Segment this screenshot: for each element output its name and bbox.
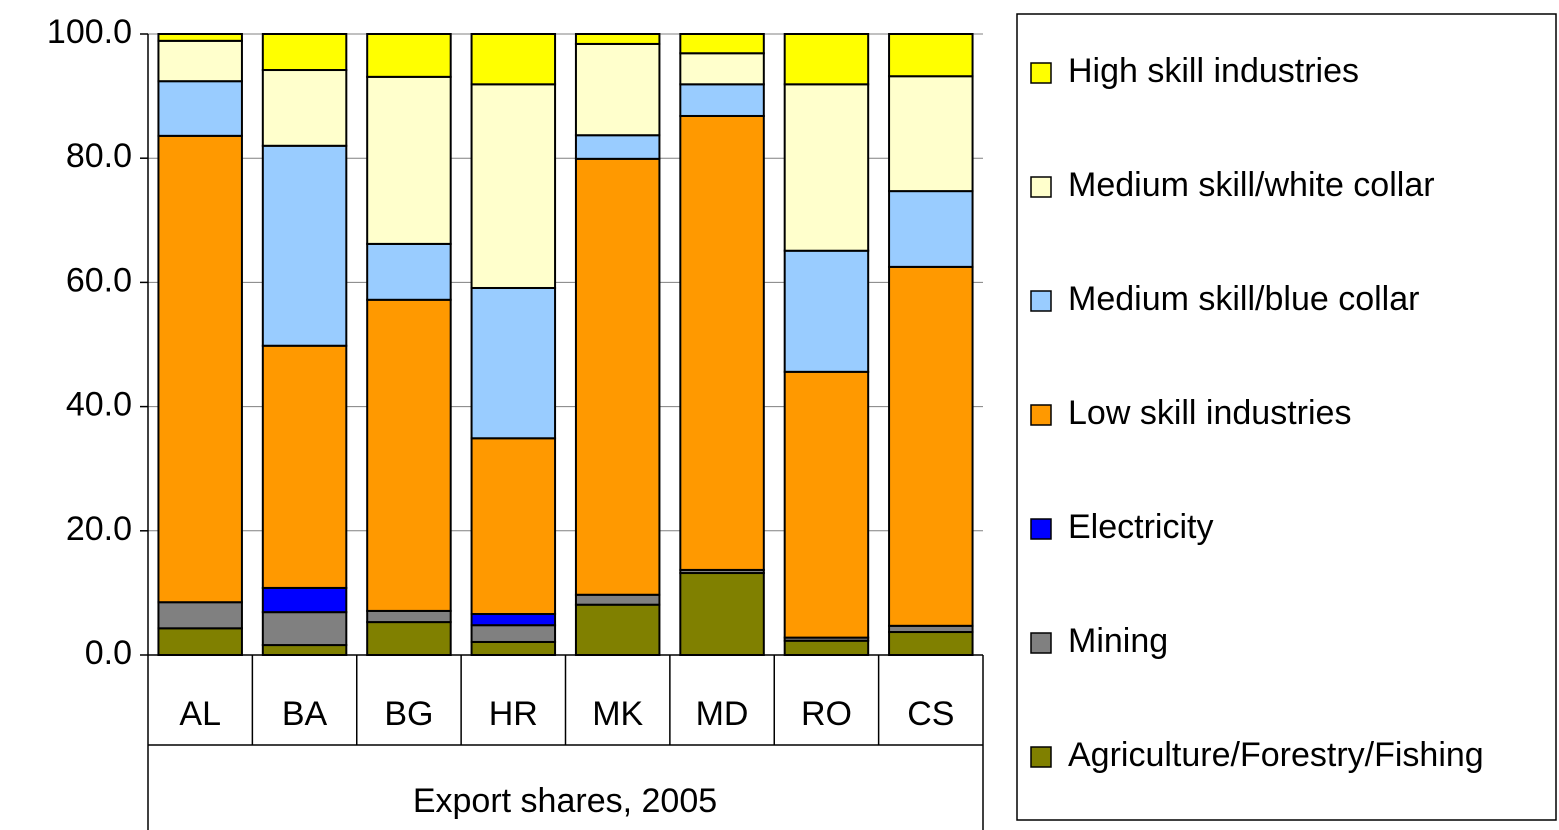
bar-segment [470, 624, 557, 643]
bar-segment [366, 621, 452, 656]
bar-segment [679, 114, 765, 571]
legend-swatch [1030, 632, 1052, 654]
legend-swatch [1030, 62, 1052, 84]
legend-label: Electricity [1068, 508, 1213, 546]
y-tick-label: 20.0 [66, 510, 132, 548]
bar-segment [157, 80, 243, 137]
legend-label: Medium skill/white collar [1068, 166, 1435, 204]
legend-label: Medium skill/blue collar [1068, 280, 1419, 318]
bar-segment [574, 33, 661, 45]
y-tick-label: 0.0 [85, 634, 132, 672]
bar-segment [783, 249, 870, 373]
bar-segment [366, 33, 452, 78]
bar-segment [366, 75, 452, 245]
legend-swatch [1030, 746, 1052, 768]
bar-segment [888, 265, 974, 627]
y-tick-label: 40.0 [66, 386, 132, 424]
x-axis-label: Export shares, 2005 [413, 782, 717, 820]
x-tick-label: AL [179, 695, 221, 733]
bar-segment [366, 298, 452, 612]
bar-segment [679, 572, 765, 657]
x-tick-label: BG [384, 695, 433, 733]
bar-segment [574, 42, 661, 137]
legend-label: High skill industries [1068, 52, 1359, 90]
bar-segment [157, 39, 243, 83]
bar-segment [574, 157, 661, 596]
legend-label: Mining [1068, 622, 1168, 660]
bar-segment [157, 134, 243, 604]
legend-swatch [1030, 290, 1052, 312]
bar-segment [783, 370, 870, 639]
bar-segment [261, 644, 348, 657]
bar-segment [888, 75, 974, 193]
bar-segment [470, 437, 557, 616]
bar-segment [470, 286, 557, 440]
bar-segment [470, 613, 557, 627]
bar-segment [157, 627, 243, 656]
y-tick-label: 60.0 [66, 261, 132, 299]
y-tick-label: 80.0 [66, 137, 132, 175]
legend-box [1016, 13, 1557, 821]
bar-segment [783, 83, 870, 252]
bar-segment [470, 640, 557, 656]
bar-segment [157, 33, 243, 42]
x-tick-label: BA [282, 695, 328, 733]
bar-segment [888, 631, 974, 657]
x-tick-label: MK [592, 695, 643, 733]
bar-segment [366, 609, 452, 624]
bar-segment [470, 33, 557, 86]
y-tick-label: 100.0 [47, 13, 132, 51]
legend-swatch [1030, 404, 1052, 426]
legend-label: Low skill industries [1068, 394, 1351, 432]
bar-segment [888, 33, 974, 78]
bar-segment [261, 144, 348, 347]
x-tick-label: CS [907, 695, 954, 733]
legend-label: Agriculture/Forestry/Fishing [1068, 736, 1484, 774]
bar-segment [574, 603, 661, 656]
bar-segment [679, 52, 765, 86]
bar-segment [679, 83, 765, 117]
bar-segment [261, 344, 348, 589]
x-tick-label: HR [489, 695, 538, 733]
bar-segment [574, 134, 661, 160]
bar-segment [261, 33, 348, 72]
bar-segment [261, 69, 348, 147]
x-tick-label: RO [801, 695, 852, 733]
bar-segment [783, 639, 870, 656]
bar-segment [366, 242, 452, 301]
bar-segment [157, 601, 243, 630]
bar-segment [574, 593, 661, 606]
x-tick-label: MD [696, 695, 749, 733]
bar-segment [261, 586, 348, 614]
bar-segment [261, 611, 348, 647]
legend-swatch [1030, 518, 1052, 540]
legend-swatch [1030, 176, 1052, 198]
bar-segment [470, 83, 557, 289]
bar-segment [679, 33, 765, 55]
bar-segment [783, 33, 870, 86]
bar-segment [888, 190, 974, 268]
